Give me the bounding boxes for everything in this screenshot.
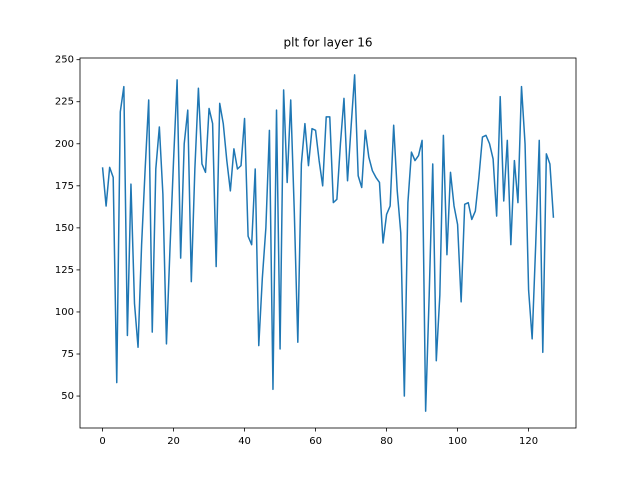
- x-tick-label: 0: [99, 436, 105, 447]
- x-tick-label: 20: [167, 436, 180, 447]
- x-tick-label: 80: [380, 436, 393, 447]
- x-tick-label: 60: [309, 436, 322, 447]
- y-tick-label: 75: [61, 349, 74, 360]
- data-line: [101, 74, 555, 412]
- y-tick-label: 150: [55, 223, 74, 234]
- y-tick-label: 225: [55, 97, 74, 108]
- y-tick-label: 250: [55, 55, 74, 66]
- x-tick-label: 40: [238, 436, 251, 447]
- y-tick-label: 175: [55, 181, 74, 192]
- y-tick-label: 100: [55, 307, 74, 318]
- y-tick-label: 200: [55, 139, 74, 150]
- x-tick-label: 120: [519, 436, 538, 447]
- y-tick-label: 125: [55, 265, 74, 276]
- chart-title: plt for layer 16: [284, 36, 373, 50]
- y-tick-label: 50: [61, 391, 74, 402]
- x-tick-label: 100: [448, 436, 467, 447]
- plot-frame: [79, 57, 577, 429]
